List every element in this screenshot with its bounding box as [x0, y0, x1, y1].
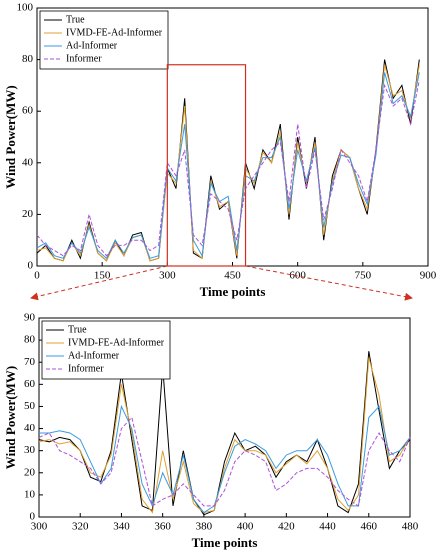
y-tick-label: 60 — [22, 105, 34, 117]
x-tick-label: 460 — [361, 521, 378, 533]
x-tick-label: 600 — [289, 270, 306, 282]
y-tick-label: 20 — [22, 208, 34, 220]
legend-label: IVMD-FE-Ad-Informer — [66, 27, 163, 38]
x-tick-label: 300 — [31, 521, 48, 533]
zoom-arrow — [30, 265, 168, 301]
legend-label: Informer — [66, 53, 102, 64]
x-tick-label: 420 — [278, 521, 295, 533]
x-tick-label: 0 — [34, 270, 40, 282]
y-tick-label: 100 — [17, 2, 34, 14]
y-tick-label: 70 — [24, 356, 36, 368]
y-axis-label: Wind Power(MW) — [3, 85, 18, 188]
x-tick-label: 300 — [159, 270, 176, 282]
legend-label: Ad-Informer — [66, 40, 118, 51]
legend-box — [39, 10, 169, 70]
legend-label: Informer — [68, 363, 104, 374]
legend-label: Ad-Informer — [68, 350, 120, 361]
series-line — [36, 72, 420, 260]
y-axis-label: Wind Power(MW) — [3, 366, 18, 469]
x-tick-label: 150 — [94, 270, 111, 282]
y-tick-label: 40 — [24, 422, 36, 434]
y-tick-label: 0 — [28, 260, 34, 272]
x-axis-label: Time points — [192, 535, 258, 550]
x-tick-label: 400 — [237, 521, 254, 533]
series-line — [38, 357, 411, 514]
x-tick-label: 900 — [420, 270, 437, 282]
y-tick-label: 20 — [24, 466, 36, 478]
series-line — [38, 351, 411, 516]
y-tick-label: 80 — [22, 53, 34, 65]
x-tick-label: 360 — [154, 521, 171, 533]
x-tick-label: 440 — [319, 521, 336, 533]
x-tick-label: 750 — [355, 270, 372, 282]
x-tick-label: 380 — [196, 521, 213, 533]
legend-label: True — [66, 14, 85, 25]
y-tick-label: 50 — [24, 400, 36, 412]
y-tick-label: 0 — [30, 511, 36, 523]
x-tick-label: 450 — [224, 270, 241, 282]
x-axis-label: Time points — [200, 284, 266, 299]
x-tick-label: 340 — [113, 521, 130, 533]
series-line — [36, 80, 420, 257]
series-line — [36, 64, 420, 262]
legend-label: IVMD-FE-Ad-Informer — [68, 337, 165, 348]
series-line — [36, 59, 420, 262]
x-tick-label: 480 — [402, 521, 419, 533]
y-tick-label: 30 — [24, 444, 36, 456]
zoom-box — [166, 64, 247, 267]
y-tick-label: 60 — [24, 378, 36, 390]
y-tick-label: 90 — [24, 312, 36, 324]
y-tick-label: 80 — [24, 334, 36, 346]
zoom-arrow — [245, 265, 413, 301]
legend-label: True — [68, 324, 87, 335]
y-tick-label: 10 — [24, 488, 36, 500]
x-tick-label: 320 — [72, 521, 89, 533]
y-tick-label: 40 — [22, 156, 34, 168]
legend-box — [41, 320, 171, 380]
plot-frame — [38, 317, 411, 518]
series-line — [38, 416, 411, 507]
